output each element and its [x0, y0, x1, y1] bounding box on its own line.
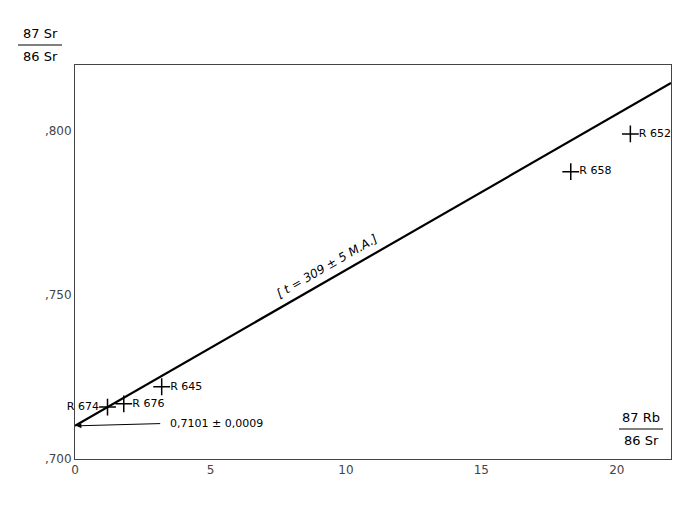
svg-text:,700: ,700 [45, 452, 72, 466]
svg-text:86 Sr: 86 Sr [23, 49, 58, 64]
svg-text:R 676: R 676 [132, 397, 164, 410]
svg-text:0,7101 ± 0,0009: 0,7101 ± 0,0009 [170, 417, 263, 430]
svg-text:R 652: R 652 [639, 127, 671, 140]
svg-text:5: 5 [207, 463, 215, 477]
svg-text:20: 20 [609, 463, 624, 477]
svg-text:[ t = 309 ± 5 M.A.]: [ t = 309 ± 5 M.A.] [274, 232, 380, 301]
svg-text:87 Sr: 87 Sr [23, 26, 58, 41]
svg-text:R 645: R 645 [170, 380, 202, 393]
svg-text:,800: ,800 [45, 124, 72, 138]
svg-text:10: 10 [338, 463, 353, 477]
svg-text:86 Sr: 86 Sr [624, 433, 659, 448]
svg-text:,750: ,750 [45, 288, 72, 302]
svg-text:15: 15 [474, 463, 489, 477]
svg-text:87 Rb: 87 Rb [622, 410, 660, 425]
svg-text:R 658: R 658 [579, 164, 611, 177]
svg-text:R 674: R 674 [67, 400, 99, 413]
svg-text:0: 0 [71, 463, 79, 477]
